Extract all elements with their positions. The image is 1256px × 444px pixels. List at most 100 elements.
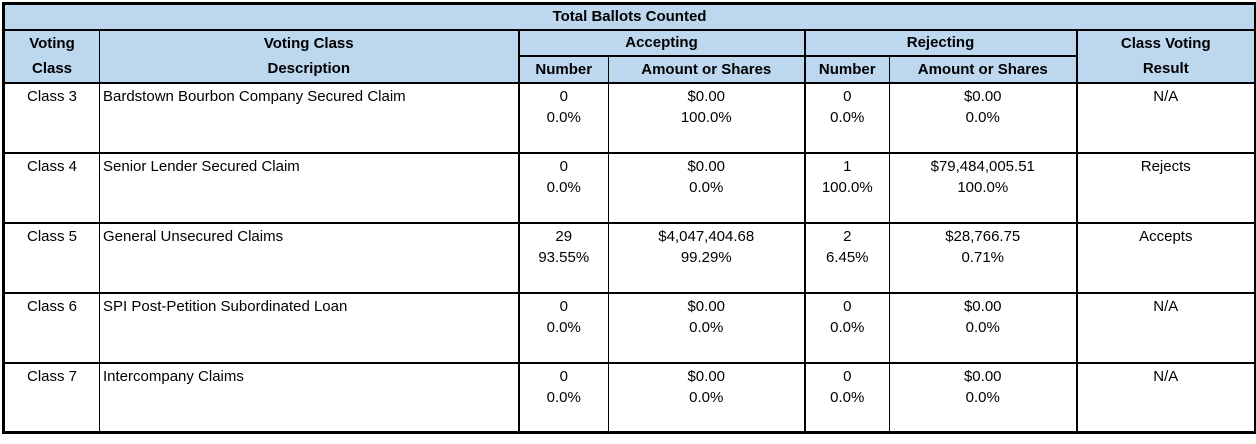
rejecting-amount-percent: 0.71%: [961, 248, 1005, 266]
description-value: Senior Lender Secured Claim: [103, 157, 300, 175]
col-header-accepting-amount: Amount or Shares: [608, 55, 805, 83]
accepting-number-percent: 0.0%: [546, 178, 581, 196]
voting-class-cell: Class 3: [3, 81, 100, 153]
table-title: Total Ballots Counted: [2, 3, 1256, 31]
header-row-groups: Voting Class Voting Class Description Ac…: [3, 29, 1256, 83]
rejecting-amount-cell: $0.00 0.0%: [889, 361, 1077, 433]
rejecting-amount-percent: 0.0%: [965, 388, 1000, 406]
rejecting-number-value: 1: [843, 157, 852, 175]
col-header-rejecting-group: Rejecting: [803, 29, 1077, 57]
col-header-rejecting-amount: Amount or Shares: [889, 55, 1077, 83]
accepting-amount-cell: $0.00 0.0%: [608, 291, 805, 363]
class-voting-result-cell: N/A: [1075, 81, 1256, 153]
accepting-number-percent: 0.0%: [546, 318, 581, 336]
accepting-amount-percent: 99.29%: [680, 248, 732, 266]
description-cell: General Unsecured Claims: [99, 221, 519, 293]
result-header-line1: Class Voting: [1120, 35, 1211, 52]
col-header-description: Voting Class Description: [99, 29, 519, 83]
description-value: Bardstown Bourbon Company Secured Claim: [103, 87, 406, 105]
class-voting-result-cell: N/A: [1075, 291, 1256, 363]
title-row: Total Ballots Counted: [2, 3, 1256, 31]
rejecting-number-value: 0: [843, 297, 852, 315]
description-cell: Bardstown Bourbon Company Secured Claim: [99, 81, 519, 153]
accepting-amount-value: $0.00: [687, 367, 726, 385]
accepting-number-cell: 29 93.55%: [517, 221, 609, 293]
accepting-number-value: 0: [559, 157, 568, 175]
rejecting-number-cell: 0 0.0%: [803, 291, 890, 363]
accepting-amount-value: $4,047,404.68: [658, 227, 755, 245]
rejecting-amount-percent: 100.0%: [957, 178, 1009, 196]
accepting-amount-value: $0.00: [687, 157, 726, 175]
col-header-rejecting-number: Number: [803, 55, 890, 83]
accepting-number-cell: 0 0.0%: [517, 81, 609, 153]
rejecting-number-value: 0: [843, 367, 852, 385]
rejecting-number-percent: 0.0%: [830, 388, 865, 406]
rejecting-number-percent: 0.0%: [830, 318, 865, 336]
voting-class-cell: Class 5: [3, 221, 100, 293]
rejecting-number-cell: 2 6.45%: [803, 221, 890, 293]
table-row: Class 4 Senior Lender Secured Claim 0 0.…: [3, 151, 1256, 223]
accepting-amount-cell: $0.00 0.0%: [608, 361, 805, 433]
description-cell: Intercompany Claims: [99, 361, 519, 433]
accepting-number-cell: 0 0.0%: [517, 151, 609, 223]
accepting-number-cell: 0 0.0%: [517, 291, 609, 363]
accepting-amount-cell: $4,047,404.68 99.29%: [608, 221, 805, 293]
rejecting-number-value: 2: [843, 227, 852, 245]
rejecting-number-percent: 100.0%: [821, 178, 873, 196]
accepting-number-percent: 0.0%: [546, 108, 581, 126]
rejecting-number-percent: 0.0%: [830, 108, 865, 126]
accepting-amount-value: $0.00: [687, 297, 726, 315]
rejecting-amount-percent: 0.0%: [965, 108, 1000, 126]
class-voting-result-value: Accepts: [1139, 227, 1193, 245]
col-header-voting-class: Voting Class: [3, 29, 100, 83]
result-header-line2: Result: [1142, 60, 1189, 77]
description-value: General Unsecured Claims: [103, 227, 284, 245]
voting-class-header-line1: Voting: [29, 35, 75, 52]
voting-class-value: Class 3: [26, 87, 78, 105]
col-header-accepting-group: Accepting: [517, 29, 805, 57]
description-value: SPI Post-Petition Subordinated Loan: [103, 297, 348, 315]
accepting-number-value: 0: [559, 87, 568, 105]
rejecting-amount-value: $0.00: [963, 87, 1002, 105]
rejecting-amount-cell: $0.00 0.0%: [889, 81, 1077, 153]
voting-class-header-line2: Class: [31, 60, 73, 77]
voting-class-value: Class 4: [26, 157, 78, 175]
rejecting-amount-value: $28,766.75: [945, 227, 1021, 245]
accepting-amount-cell: $0.00 100.0%: [608, 81, 805, 153]
accepting-amount-value: $0.00: [687, 87, 726, 105]
voting-class-value: Class 6: [26, 297, 78, 315]
description-cell: Senior Lender Secured Claim: [99, 151, 519, 223]
description-cell: SPI Post-Petition Subordinated Loan: [99, 291, 519, 363]
rejecting-amount-value: $79,484,005.51: [930, 157, 1035, 175]
accepting-amount-cell: $0.00 0.0%: [608, 151, 805, 223]
ballots-table: Total Ballots Counted Voting Class Votin…: [2, 2, 1256, 434]
accepting-number-value: 29: [555, 227, 573, 245]
rejecting-number-value: 0: [843, 87, 852, 105]
rejecting-number-cell: 0 0.0%: [803, 361, 890, 433]
rejecting-amount-cell: $79,484,005.51 100.0%: [889, 151, 1077, 223]
accepting-amount-percent: 0.0%: [689, 178, 724, 196]
class-voting-result-value: N/A: [1153, 87, 1179, 105]
voting-class-cell: Class 6: [3, 291, 100, 363]
class-voting-result-cell: N/A: [1075, 361, 1256, 433]
class-voting-result-value: Rejects: [1140, 157, 1191, 175]
voting-class-value: Class 7: [26, 367, 78, 385]
rejecting-amount-value: $0.00: [963, 297, 1002, 315]
table-row: Class 7 Intercompany Claims 0 0.0% $0.00…: [3, 361, 1256, 433]
class-voting-result-value: N/A: [1153, 367, 1179, 385]
table-header: Total Ballots Counted Voting Class Votin…: [2, 3, 1256, 83]
description-value: Intercompany Claims: [103, 367, 244, 385]
accepting-amount-percent: 100.0%: [680, 108, 732, 126]
rejecting-amount-cell: $0.00 0.0%: [889, 291, 1077, 363]
voting-class-cell: Class 7: [3, 361, 100, 433]
accepting-amount-percent: 0.0%: [689, 318, 724, 336]
class-voting-result-value: N/A: [1153, 297, 1179, 315]
rejecting-amount-percent: 0.0%: [965, 318, 1000, 336]
rejecting-number-cell: 0 0.0%: [803, 81, 890, 153]
rejecting-amount-cell: $28,766.75 0.71%: [889, 221, 1077, 293]
table-body: Class 3 Bardstown Bourbon Company Secure…: [3, 81, 1256, 433]
accepting-number-value: 0: [559, 367, 568, 385]
description-header-line2: Description: [267, 60, 350, 77]
accepting-number-cell: 0 0.0%: [517, 361, 609, 433]
